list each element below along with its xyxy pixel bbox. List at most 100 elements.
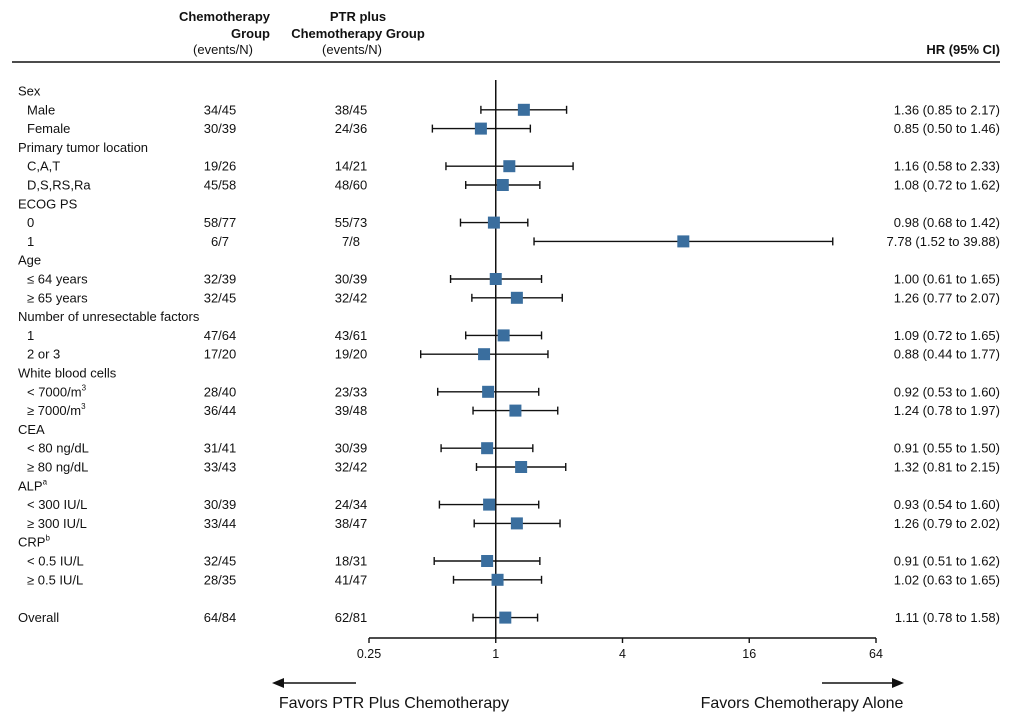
hr-point-marker [481,555,494,567]
hr-point-marker [510,291,523,304]
hr-point-marker [489,273,502,285]
row-group-label: CRPb [18,534,50,550]
row-item-label: Male [27,102,55,117]
hr-ci-text: 1.08 (0.72 to 1.62) [894,178,1000,193]
hr-point-marker [483,498,496,511]
hr-ci-text: 1.32 (0.81 to 2.15) [894,460,1000,475]
chemo-header-line1: Chemotherapy [179,9,271,24]
hr-ci-text: 0.85 (0.50 to 1.46) [894,121,1000,136]
chemo-events: 28/35 [204,572,237,587]
favors-left-arrowhead [272,678,284,688]
hr-ci-text: 1.00 (0.61 to 1.65) [894,272,1000,287]
chemo-events: 31/41 [204,441,237,456]
hr-point-marker [503,160,516,173]
row-group-label: ECOG PS [18,196,78,211]
ptr-events: 23/33 [335,384,368,399]
hr-ci-text: 0.98 (0.68 to 1.42) [894,215,1000,230]
row-item-label: 1 [27,328,34,343]
row-group-label: White blood cells [18,366,117,381]
hr-ci-text: 0.91 (0.51 to 1.62) [894,554,1000,569]
hr-point-marker [474,122,487,135]
ptr-events: 48/60 [335,178,368,193]
chemo-events: 36/44 [204,403,237,418]
row-group-label: ALPa [18,477,48,493]
chemo-header-line2: Group [231,26,270,41]
x-axis: 0.25 1 4 16 64 [357,637,883,661]
overall-label: Overall [18,610,59,625]
row-group-label: CEA [18,422,45,437]
row-group-label: Age [18,253,41,268]
ptr-events: 39/48 [335,403,368,418]
hr-ci-text: 1.11 (0.78 to 1.58) [895,610,1000,625]
row-item-label: ≥ 7000/m3 [27,402,86,418]
ptr-events: 32/42 [335,290,368,305]
row-item-label: ≥ 300 IU/L [27,516,87,531]
ptr-events: 41/47 [335,572,368,587]
hr-point-marker [499,611,512,624]
favors-annotations: Favors PTR Plus Chemotherapy Favors Chem… [272,678,904,712]
hr-ci-text: 0.93 (0.54 to 1.60) [894,497,1000,512]
favors-right-label: Favors Chemotherapy Alone [701,695,904,712]
chemo-events: 33/43 [204,460,237,475]
hr-ci-text: 0.91 (0.55 to 1.50) [894,441,1000,456]
row-item-label: ≥ 65 years [27,290,88,305]
ptr-header-line2: Chemotherapy Group [291,26,425,41]
row-item-label: C,A,T [27,159,60,174]
hr-point-marker [496,179,509,191]
row-item-label: ≤ 64 years [27,272,88,287]
hr-ci-text: 1.24 (0.78 to 1.97) [894,403,1000,418]
ptr-events: 38/47 [335,516,368,531]
hr-ci-text: 1.16 (0.58 to 2.33) [894,159,1000,174]
hr-ci-text: 0.92 (0.53 to 1.60) [894,384,1000,399]
x-tick-label: 16 [742,647,756,661]
hr-point-marker [515,461,528,473]
hr-ci-text: 7.78 (1.52 to 39.88) [887,234,1000,249]
hr-ci-text: 0.88 (0.44 to 1.77) [894,347,1000,362]
row-item-label: < 7000/m3 [27,383,87,399]
chemo-events: 32/45 [204,290,237,305]
row-item-label: 2 or 3 [27,347,60,362]
chemo-events: 30/39 [204,497,237,512]
row-group-label: Number of unresectable factors [18,309,200,324]
hr-point-marker [478,348,491,361]
hr-ci-text: 1.02 (0.63 to 1.65) [894,572,1000,587]
forest-rows: Sex Male 34/45 38/45 1.36 (0.85 to 2.17) Fema… [18,84,1000,626]
favors-left-label: Favors PTR Plus Chemotherapy [279,695,509,712]
ptr-events: 30/39 [335,272,368,287]
chemo-events: 32/45 [204,554,237,569]
ptr-events: 19/20 [335,347,368,362]
x-tick-label: 64 [869,647,883,661]
hr-point-marker [509,404,522,417]
ptr-events: 24/36 [335,121,368,136]
chemo-events: 34/45 [204,102,237,117]
column-headers: Chemotherapy Group (events/N) PTR plus C… [179,9,1000,57]
row-item-label: Female [27,121,70,136]
ptr-events: 7/8 [342,234,360,249]
ptr-header-line3: (events/N) [322,42,382,57]
chemo-header-line3: (events/N) [193,42,253,57]
hr-point-marker [491,573,504,586]
hr-point-marker [677,235,690,248]
row-item-label: < 80 ng/dL [27,441,89,456]
chemo-events: 17/20 [204,347,237,362]
row-group-label: Sex [18,84,41,99]
favors-right-arrowhead [892,678,904,688]
ptr-events: 62/81 [335,610,368,625]
row-item-label: < 300 IU/L [27,497,87,512]
ptr-events: 55/73 [335,215,368,230]
ptr-events: 43/61 [335,328,368,343]
hr-point-marker [481,442,494,455]
hr-point-marker [497,329,510,342]
ptr-events: 14/21 [335,159,368,174]
ptr-events: 18/31 [335,554,368,569]
hr-ci-text: 1.26 (0.77 to 2.07) [894,290,1000,305]
row-item-label: 1 [27,234,34,249]
hr-point-marker [487,216,500,229]
chemo-events: 47/64 [204,328,237,343]
row-item-label: D,S,RS,Ra [27,178,91,193]
row-item-label: ≥ 80 ng/dL [27,460,88,475]
hr-point-marker [517,103,530,116]
hr-ci-text: 1.09 (0.72 to 1.65) [894,328,1000,343]
chemo-events: 6/7 [211,234,229,249]
